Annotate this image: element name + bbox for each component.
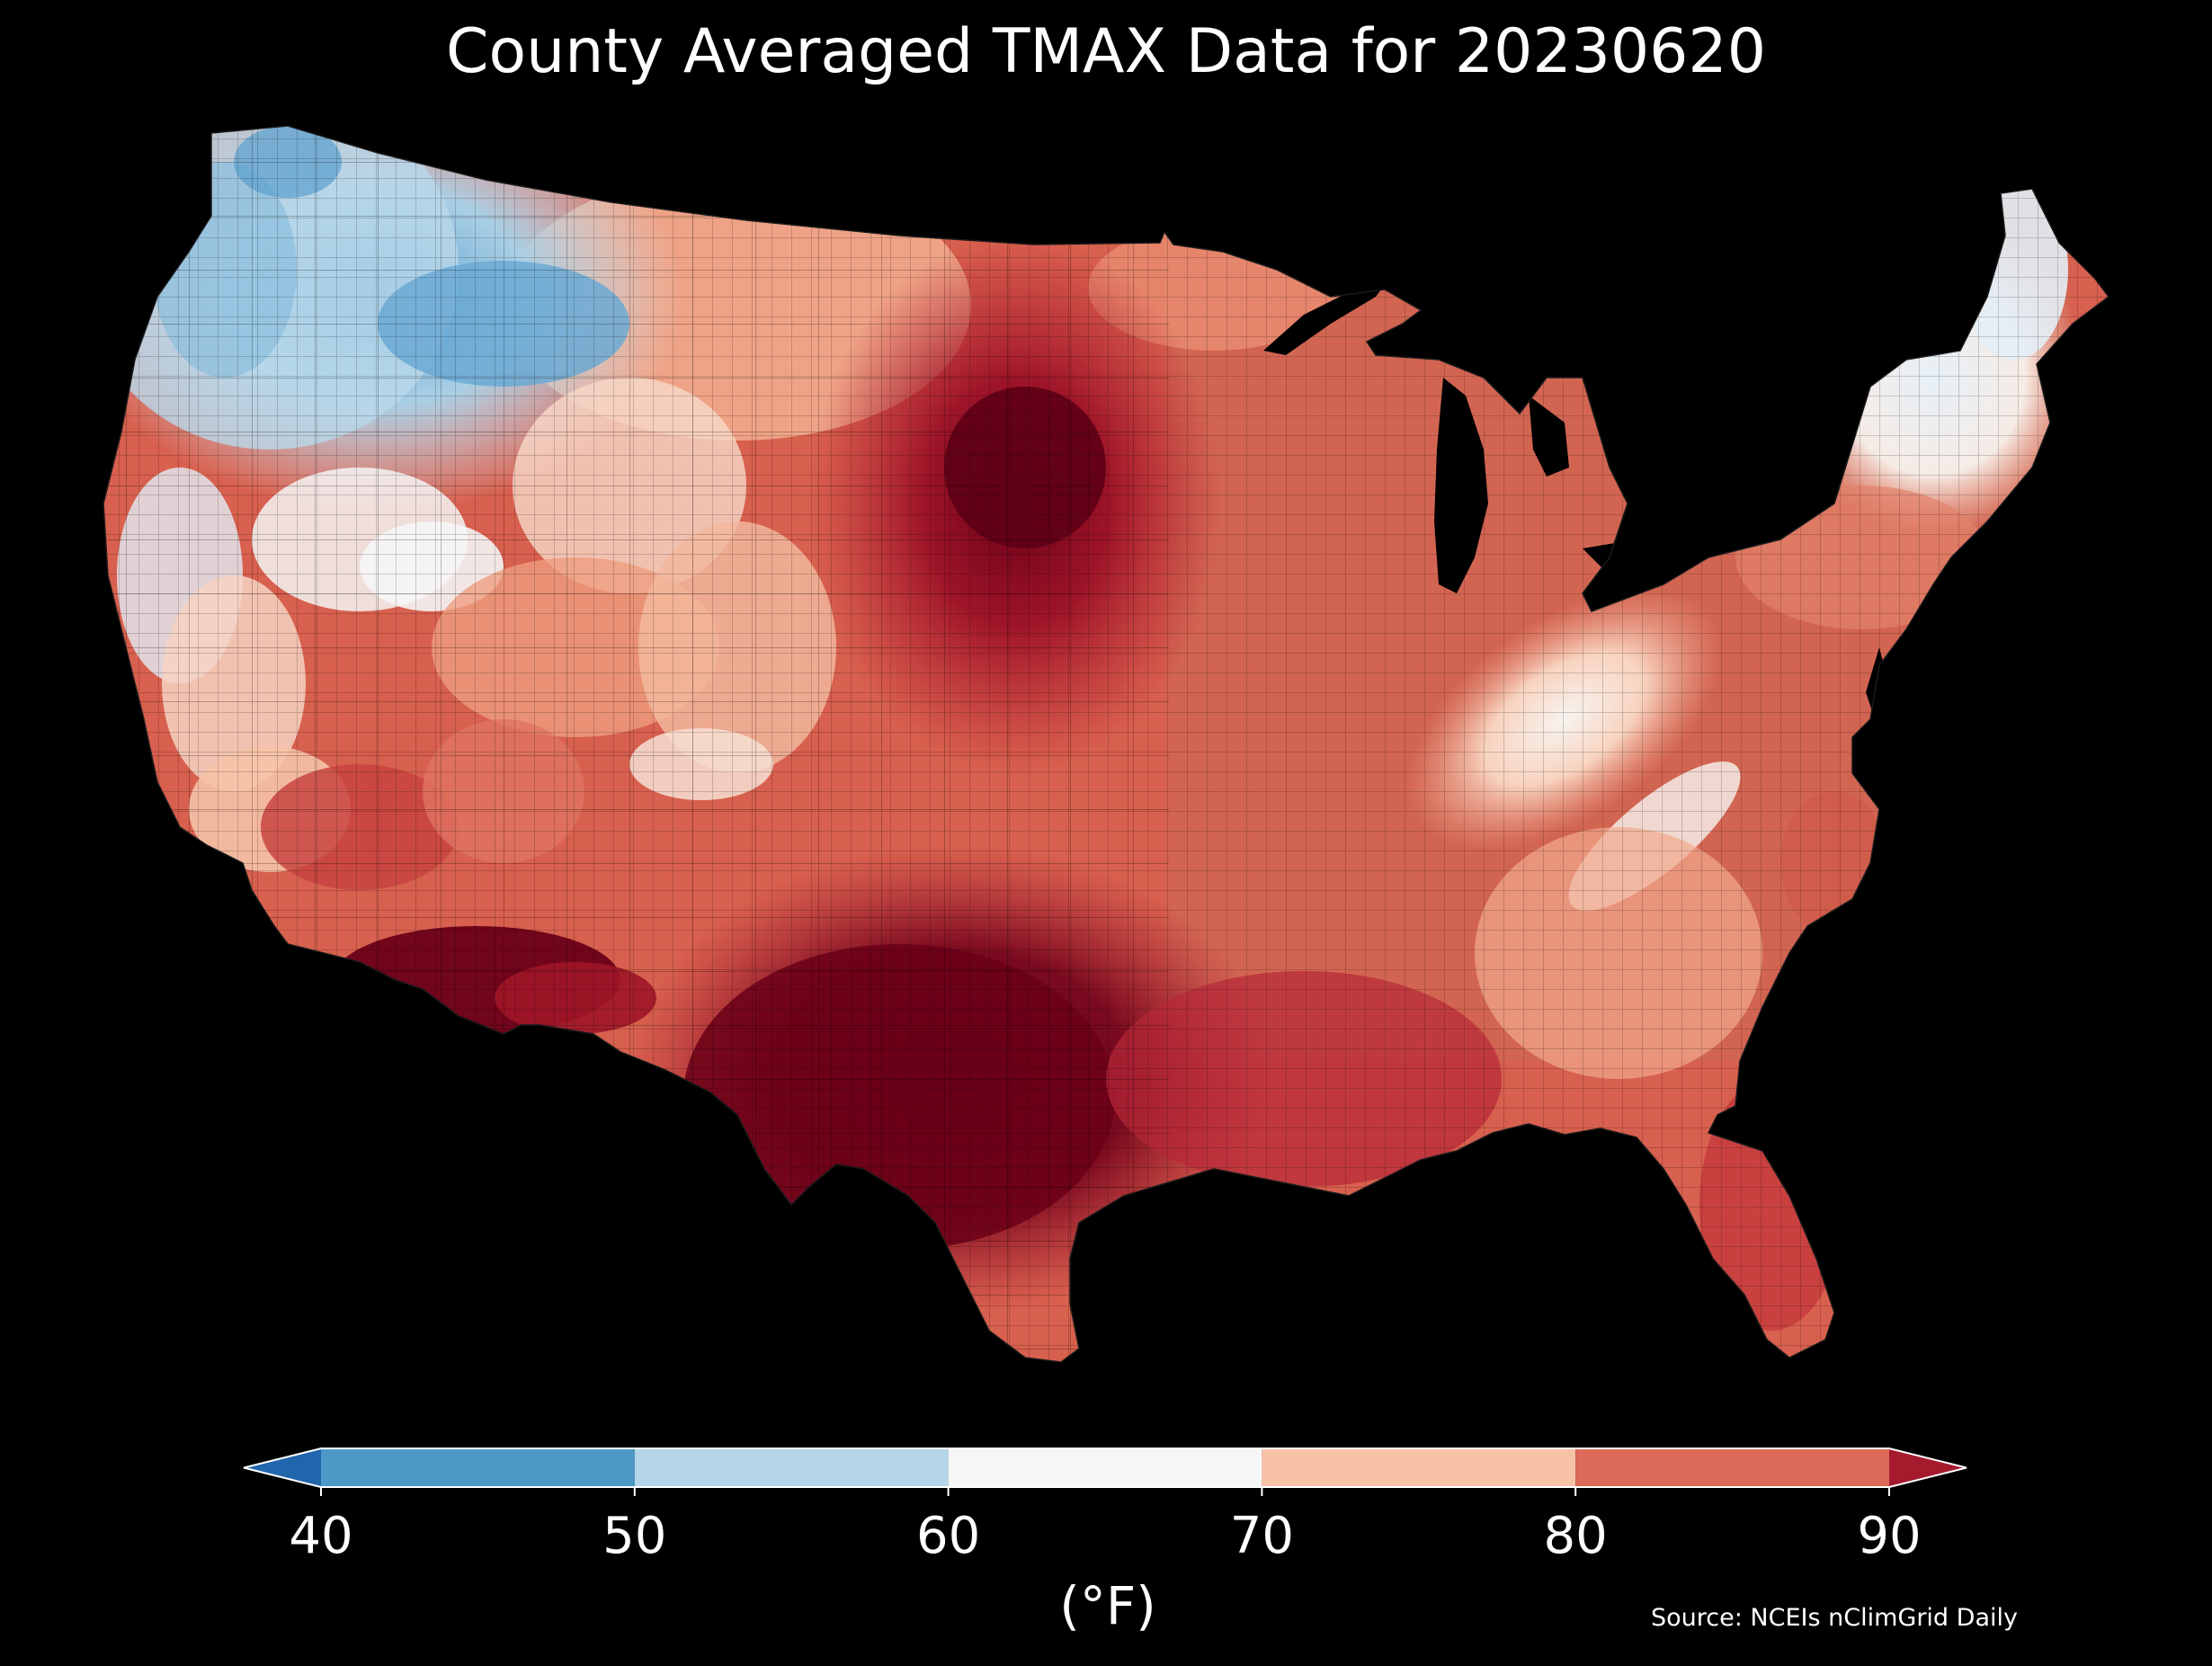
colorbar-bin-3 <box>1262 1448 1576 1487</box>
source-note: Source: NCEIs nClimGrid Daily <box>1651 1604 2018 1632</box>
colorbar-tick-label: 90 <box>1857 1507 1922 1565</box>
colorbar-tick-label: 70 <box>1229 1507 1295 1565</box>
great-lakes <box>1263 279 1888 719</box>
colorbar-tick-label: 40 <box>289 1507 353 1565</box>
colorbar-bin-2 <box>948 1448 1262 1487</box>
colorbar-bin-4 <box>1575 1448 1889 1487</box>
colorbar-tick-label: 60 <box>915 1507 981 1565</box>
colorbar-under-arrow <box>244 1448 321 1487</box>
colorbar-bin-1 <box>634 1448 949 1487</box>
colorbar-unit-label: (°F) <box>1059 1575 1156 1636</box>
colorbar-tick-label: 50 <box>602 1507 667 1565</box>
colorbar-over-arrow <box>1889 1448 1967 1487</box>
map-title: County Averaged TMAX Data for 20230620 <box>446 16 1766 87</box>
colorbar-tick-label: 80 <box>1543 1507 1608 1565</box>
colorbar-bin-0 <box>321 1448 635 1487</box>
